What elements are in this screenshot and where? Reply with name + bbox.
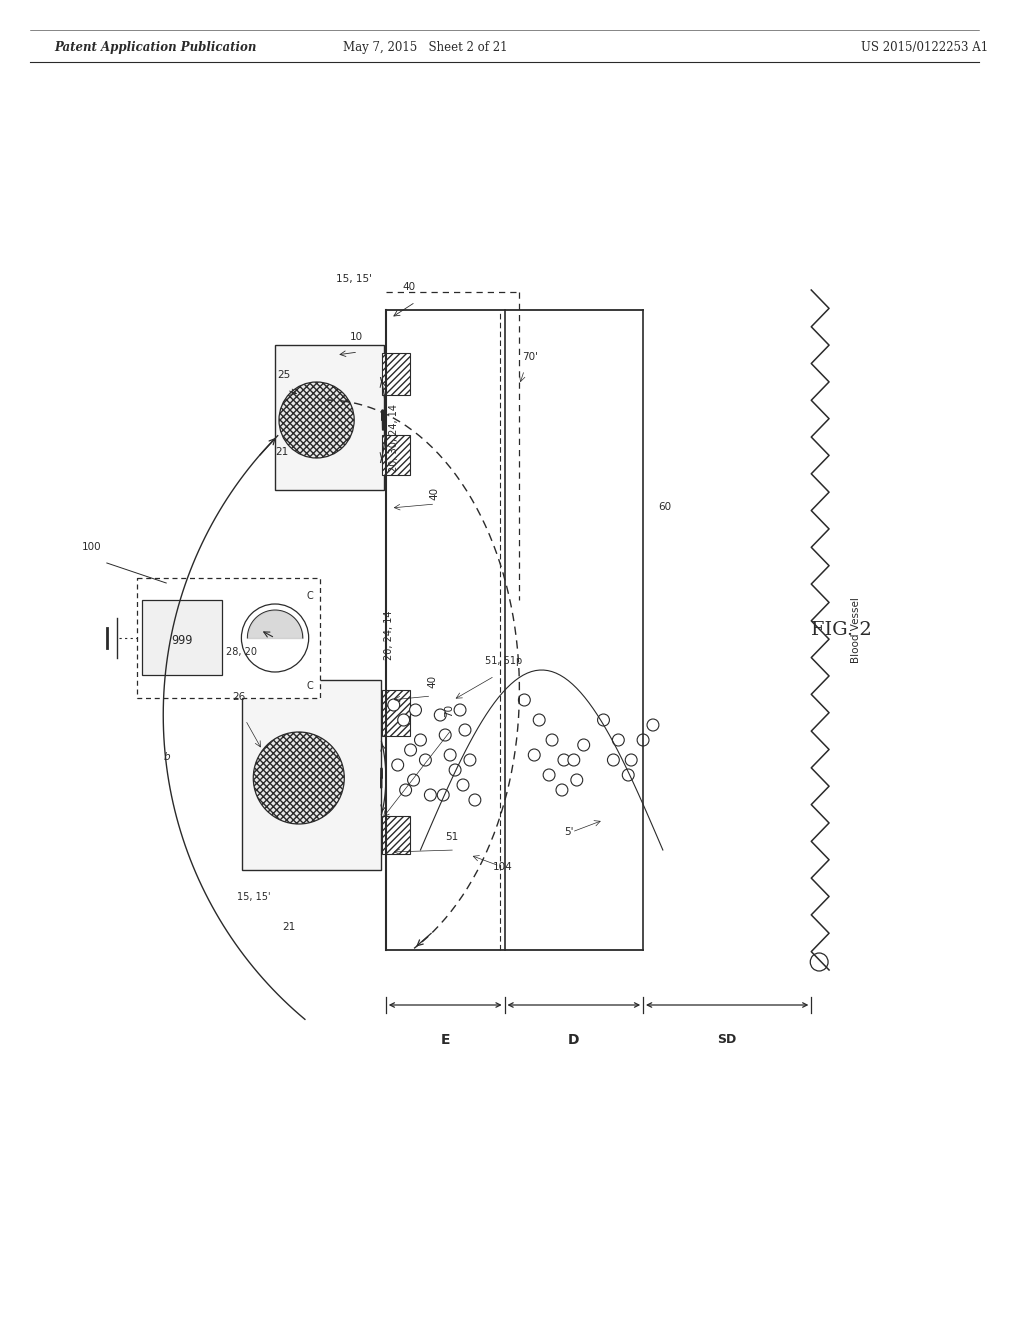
Bar <box>381 816 410 854</box>
Circle shape <box>439 729 450 741</box>
Text: 10: 10 <box>350 333 363 342</box>
Circle shape <box>444 748 455 762</box>
Text: 15, 15': 15, 15' <box>336 275 372 284</box>
Circle shape <box>424 789 436 801</box>
Text: Patent Application Publication: Patent Application Publication <box>54 41 257 54</box>
Text: 20, 24, 14: 20, 24, 14 <box>383 610 393 660</box>
Text: 104: 104 <box>492 862 512 873</box>
Circle shape <box>434 709 445 721</box>
Circle shape <box>414 734 426 746</box>
Circle shape <box>437 789 448 801</box>
Text: D: D <box>568 1034 579 1047</box>
Bar <box>381 690 410 737</box>
Circle shape <box>607 754 619 766</box>
Text: 25: 25 <box>277 370 290 380</box>
Text: May 7, 2015   Sheet 2 of 21: May 7, 2015 Sheet 2 of 21 <box>342 41 507 54</box>
Circle shape <box>391 759 404 771</box>
Text: 26: 26 <box>232 692 246 702</box>
Bar <box>275 345 383 490</box>
Text: 40: 40 <box>403 282 416 292</box>
Circle shape <box>242 605 309 672</box>
Text: 5': 5' <box>564 828 573 837</box>
Circle shape <box>387 700 399 711</box>
Text: E: E <box>440 1034 449 1047</box>
Circle shape <box>568 754 579 766</box>
Text: 60: 60 <box>657 502 671 512</box>
Circle shape <box>459 723 471 737</box>
Text: 40: 40 <box>429 487 439 500</box>
Circle shape <box>279 381 354 458</box>
Text: 20, 30, 24, 14: 20, 30, 24, 14 <box>388 404 398 473</box>
Text: 21: 21 <box>275 447 288 457</box>
Text: 28, 20: 28, 20 <box>225 647 257 657</box>
Circle shape <box>419 754 431 766</box>
Circle shape <box>453 704 466 715</box>
Circle shape <box>410 704 421 715</box>
Circle shape <box>528 748 540 762</box>
Circle shape <box>397 714 410 726</box>
Circle shape <box>557 754 570 766</box>
Bar <box>243 680 380 870</box>
Text: C: C <box>306 591 313 601</box>
Text: 21: 21 <box>281 921 294 932</box>
Text: 51: 51 <box>444 832 458 842</box>
Circle shape <box>637 734 648 746</box>
Circle shape <box>577 739 589 751</box>
Circle shape <box>464 754 476 766</box>
Circle shape <box>545 734 557 746</box>
Bar <box>143 601 221 675</box>
Circle shape <box>457 779 469 791</box>
Text: US 2015/0122253 A1: US 2015/0122253 A1 <box>860 41 986 54</box>
Circle shape <box>399 784 411 796</box>
Bar <box>381 436 410 475</box>
Circle shape <box>405 744 416 756</box>
Text: 15, 15': 15, 15' <box>237 892 271 902</box>
Text: FIG. 2: FIG. 2 <box>810 620 870 639</box>
Circle shape <box>408 774 419 785</box>
Circle shape <box>533 714 544 726</box>
Circle shape <box>646 719 658 731</box>
Text: 100: 100 <box>83 543 102 552</box>
Text: 70: 70 <box>444 704 453 717</box>
Text: 70': 70' <box>522 352 538 362</box>
Circle shape <box>253 733 344 824</box>
Circle shape <box>518 694 530 706</box>
Circle shape <box>597 714 608 726</box>
Bar <box>137 578 319 698</box>
Bar <box>381 352 410 395</box>
Text: 40: 40 <box>427 675 437 688</box>
Text: C: C <box>306 681 313 690</box>
Circle shape <box>625 754 637 766</box>
Circle shape <box>542 770 554 781</box>
Text: SD: SD <box>716 1034 736 1045</box>
Text: 999: 999 <box>171 634 193 647</box>
Text: Blood Vessel: Blood Vessel <box>850 597 860 663</box>
Text: b: b <box>163 752 170 762</box>
Circle shape <box>571 774 582 785</box>
Circle shape <box>555 784 568 796</box>
Circle shape <box>622 770 634 781</box>
Circle shape <box>611 734 624 746</box>
Circle shape <box>469 795 480 807</box>
Circle shape <box>448 764 461 776</box>
Circle shape <box>809 953 827 972</box>
Text: 51, 51p: 51, 51p <box>484 656 522 667</box>
